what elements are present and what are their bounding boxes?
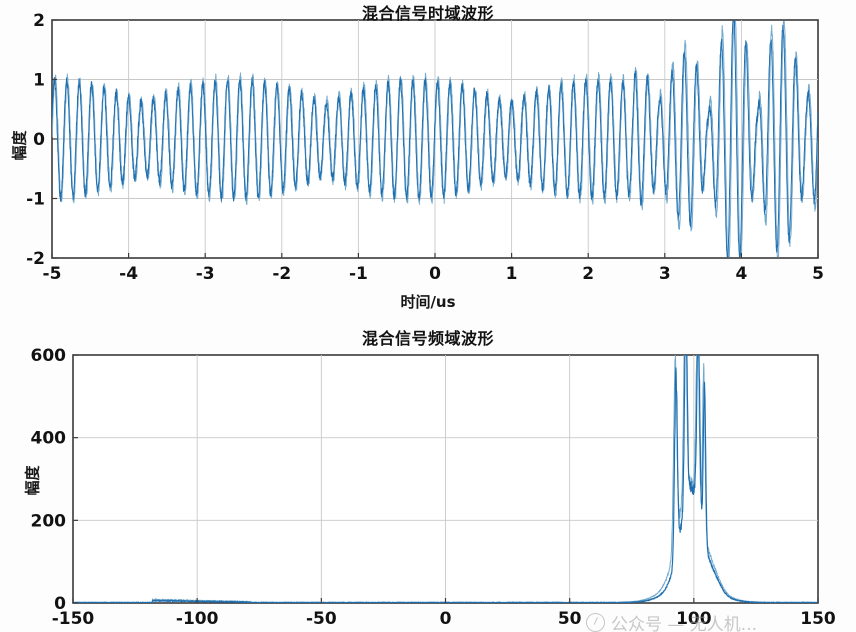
- y-tick-label: 0: [33, 130, 45, 150]
- x-tick-label: -3: [196, 264, 215, 284]
- y-tick-label: 2: [33, 11, 45, 31]
- x-tick-label: -50: [306, 609, 337, 629]
- y-tick-label: 600: [31, 346, 67, 366]
- time-domain-plot: -5 -4 -3 -2 -1 0 1 2 3 4 5 -2 -1 0 1 2: [26, 11, 824, 284]
- y-tick-label: 400: [31, 429, 67, 449]
- frequency-domain-y-axis-label: 幅度: [23, 465, 42, 496]
- x-tick-label: 4: [735, 264, 747, 284]
- x-tick-label: 2: [582, 264, 594, 284]
- x-tick-label: -150: [52, 609, 95, 629]
- frequency-domain-plot: -150 -100 -50 0 50 100 150 0 200 400 600: [31, 346, 836, 629]
- x-tick-label: 150: [800, 609, 836, 629]
- frequency-domain-panel: -150 -100 -50 0 50 100 150 0 200 400 600: [0, 320, 856, 632]
- x-tick-label: -2: [272, 264, 291, 284]
- x-tick-label: -100: [176, 609, 219, 629]
- x-tick-label: -5: [43, 264, 62, 284]
- frequency-domain-title: 混合信号频域波形: [361, 329, 494, 348]
- y-tick-label: 200: [31, 511, 67, 531]
- x-tick-label: 1: [506, 264, 518, 284]
- x-tick-label: 100: [676, 609, 712, 629]
- time-domain-title: 混合信号时域波形: [361, 4, 494, 23]
- x-tick-label: 3: [659, 264, 671, 284]
- y-tick-label: 1: [33, 71, 45, 91]
- watermark-text: 公众号 — 无人机...: [611, 614, 758, 632]
- time-domain-x-axis-label: 时间/us: [400, 293, 456, 311]
- x-tick-label: -4: [119, 264, 138, 284]
- y-tick-label: -2: [26, 249, 45, 269]
- time-domain-panel: 混合信号时域波形 幅度 时间/us -5 -4 -3 -2 -1 0 1 2 3 4 5 -2 -1 0 1…: [10, 4, 824, 311]
- x-tick-label: 5: [812, 264, 824, 284]
- series-mixed-signal-light: [52, 20, 818, 258]
- watermark: 公众号 — 无人机...: [586, 612, 757, 632]
- y-tick-label: -1: [26, 190, 45, 210]
- time-domain-y-axis-label: 幅度: [10, 130, 29, 161]
- x-tick-label: -1: [349, 264, 368, 284]
- x-tick-label: 0: [440, 609, 452, 629]
- series-mixed-signal-dark: [52, 20, 818, 258]
- y-tick-label: 0: [54, 594, 66, 614]
- circle-slash-icon: [586, 612, 605, 632]
- x-tick-label: 50: [558, 609, 582, 629]
- x-tick-label: 0: [429, 264, 441, 284]
